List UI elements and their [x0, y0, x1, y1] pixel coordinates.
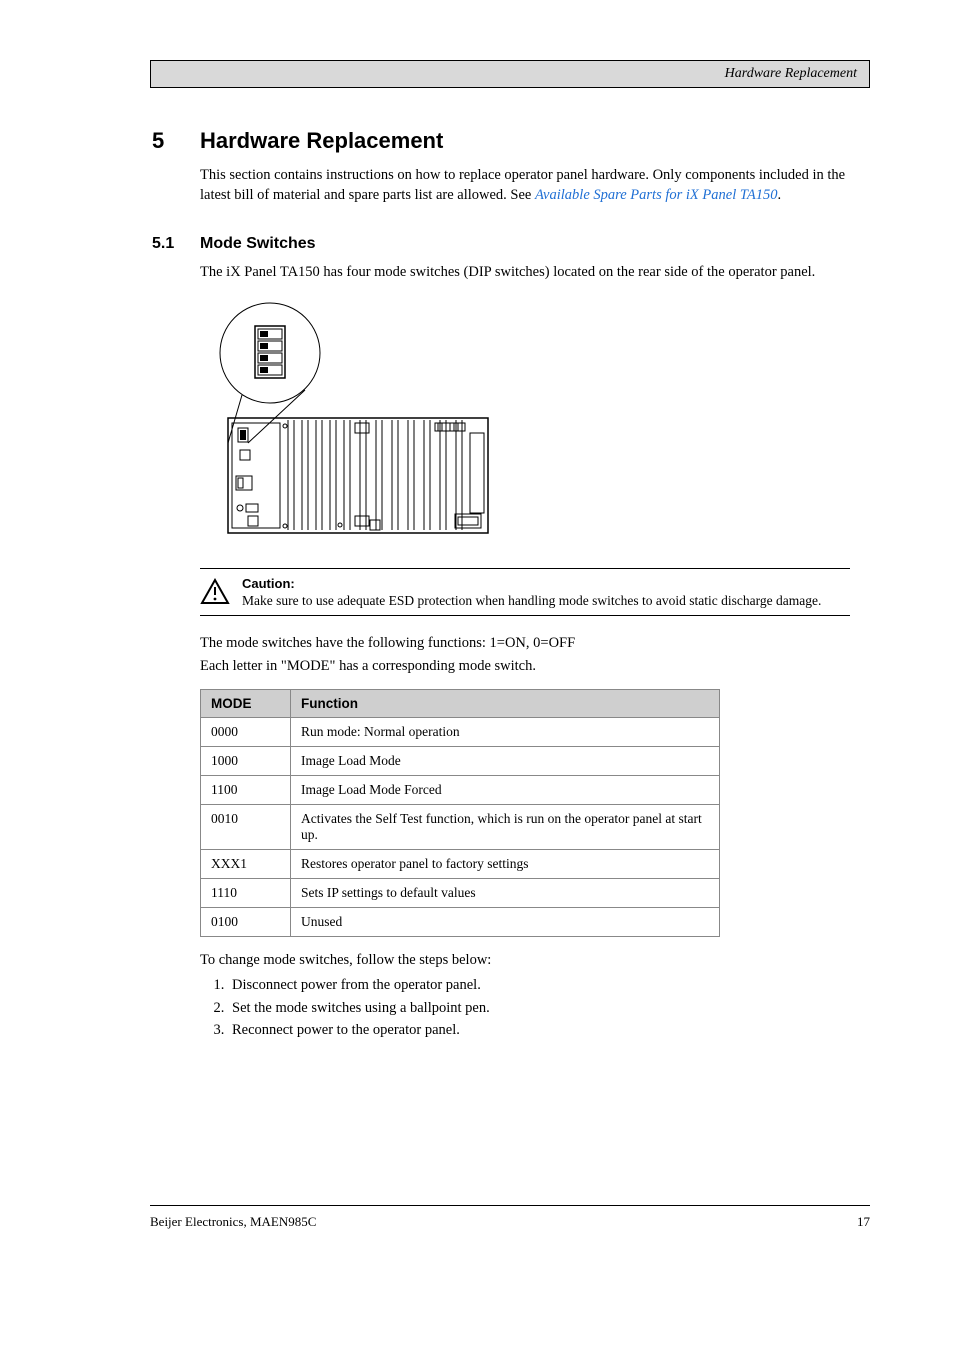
- subsection-title: Mode Switches: [200, 235, 316, 252]
- warning-icon: [200, 578, 230, 606]
- page-header: Hardware Replacement: [150, 60, 870, 88]
- subsection-heading: 5.1 Mode Switches: [200, 235, 850, 253]
- step-item: Set the mode switches using a ballpoint …: [228, 997, 850, 1019]
- section-heading: 5 Hardware Replacement: [200, 128, 850, 154]
- table-row: XXX1Restores operator panel to factory s…: [201, 849, 720, 878]
- caution-label: Caution:: [242, 576, 295, 591]
- intro-end: .: [777, 187, 781, 203]
- mode-table: MODE Function 0000Run mode: Normal opera…: [200, 689, 720, 937]
- caution-text: Make sure to use adequate ESD protection…: [242, 593, 821, 609]
- caution-content: Caution: Make sure to use adequate ESD p…: [242, 575, 821, 609]
- caution-block: Caution: Make sure to use adequate ESD p…: [200, 568, 850, 616]
- table-header-function: Function: [291, 689, 720, 717]
- section-title: Hardware Replacement: [200, 128, 443, 153]
- footer-left: Beijer Electronics, MAEN985C: [150, 1214, 316, 1230]
- subsection-para1: The iX Panel TA150 has four mode switche…: [200, 263, 850, 283]
- table-row: 1110Sets IP settings to default values: [201, 878, 720, 907]
- section-number: 5: [152, 128, 164, 154]
- intro-paragraph: This section contains instructions on ho…: [200, 166, 850, 205]
- header-title: Hardware Replacement: [725, 66, 857, 82]
- steps-list: Disconnect power from the operator panel…: [228, 974, 850, 1041]
- table-row: 0010Activates the Self Test function, wh…: [201, 804, 720, 849]
- subsection-number: 5.1: [152, 235, 174, 253]
- page-footer: Beijer Electronics, MAEN985C 17: [150, 1205, 870, 1230]
- table-header-mode: MODE: [201, 689, 291, 717]
- table-row: 0000Run mode: Normal operation: [201, 717, 720, 746]
- step-item: Reconnect power to the operator panel.: [228, 1019, 850, 1041]
- spare-parts-link[interactable]: Available Spare Parts for iX Panel TA150: [535, 187, 777, 203]
- table-row: 1000Image Load Mode: [201, 746, 720, 775]
- explain-line2: Each letter in "MODE" has a correspondin…: [200, 657, 850, 677]
- mode-switch-diagram: [200, 298, 850, 553]
- table-row: 1100Image Load Mode Forced: [201, 775, 720, 804]
- steps-intro: To change mode switches, follow the step…: [200, 951, 850, 971]
- step-item: Disconnect power from the operator panel…: [228, 974, 850, 996]
- footer-page-number: 17: [857, 1214, 870, 1230]
- explain-line1: The mode switches have the following fun…: [200, 634, 850, 654]
- table-row: 0100Unused: [201, 907, 720, 936]
